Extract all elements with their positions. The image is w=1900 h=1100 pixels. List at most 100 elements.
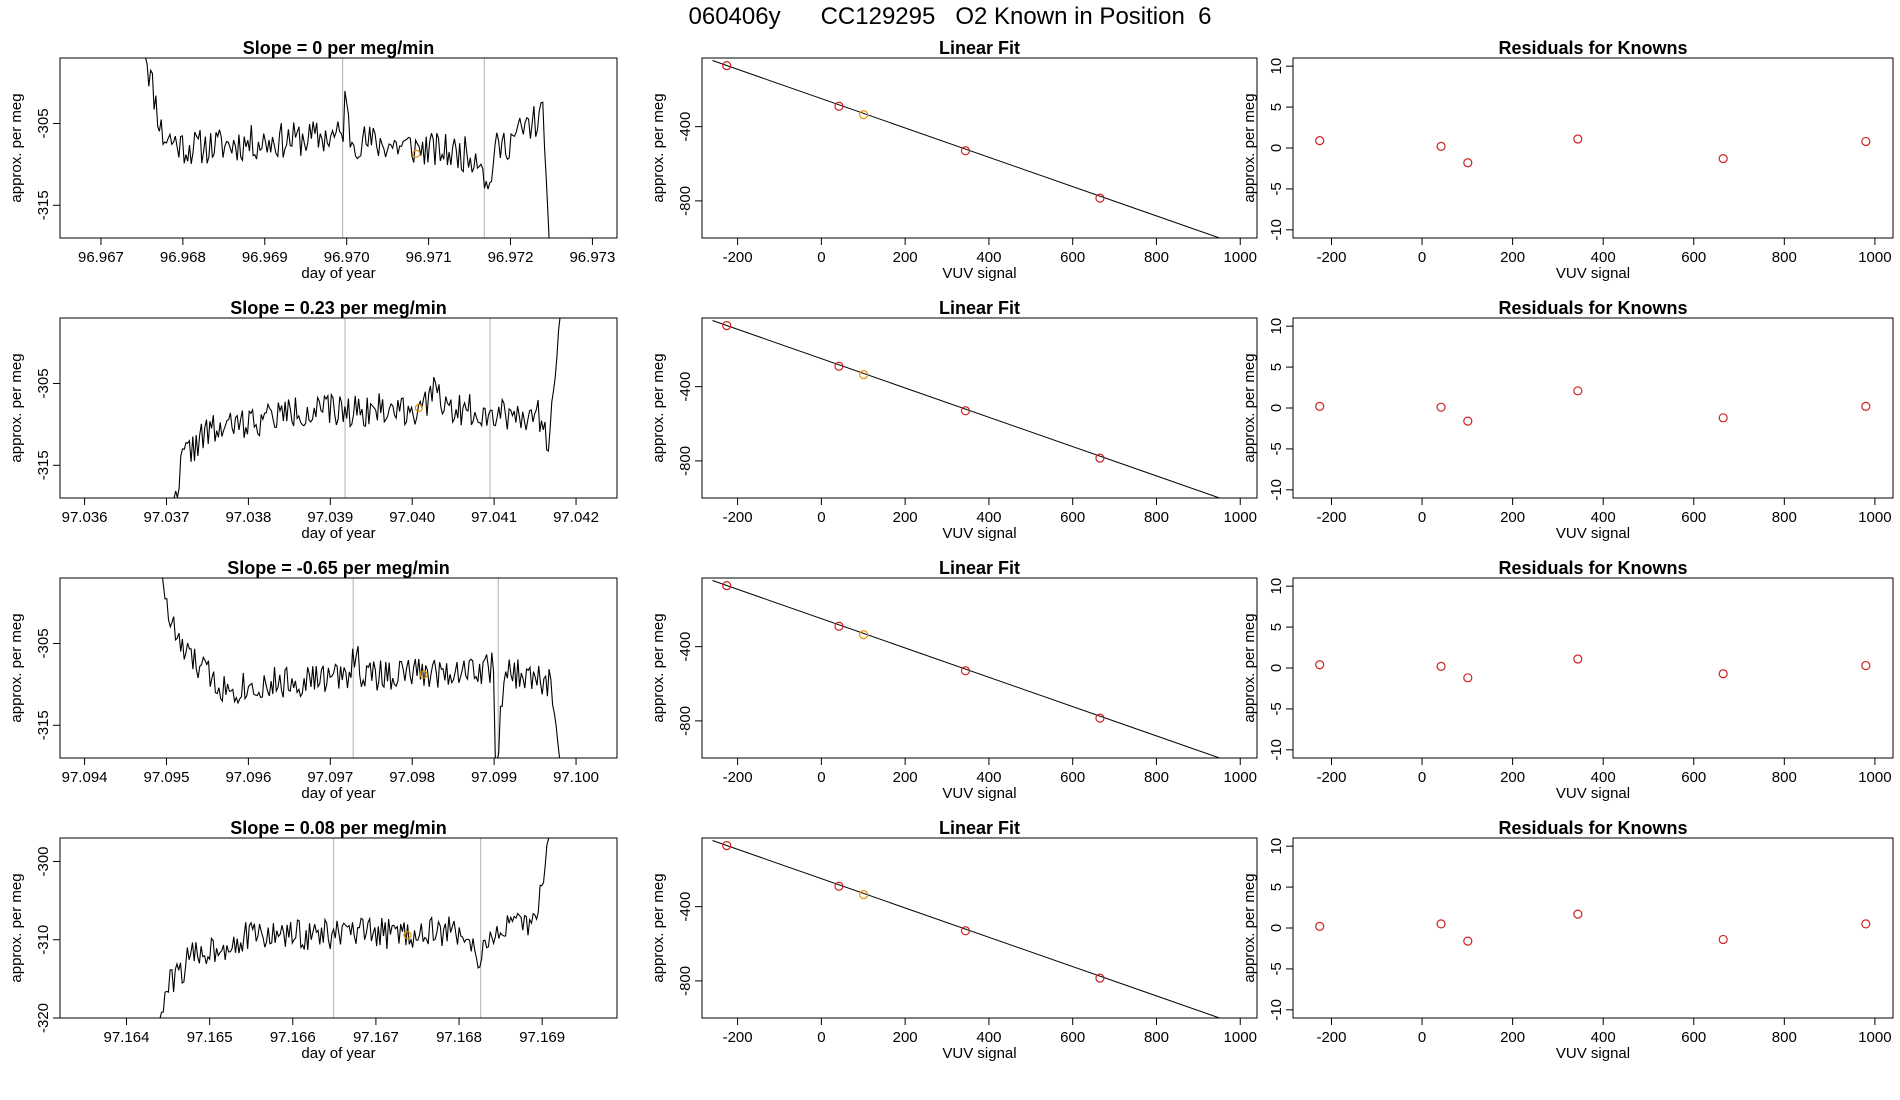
- plot-frame: [1292, 57, 1894, 239]
- plot-frame: [59, 577, 618, 759]
- residual-point: [1463, 936, 1473, 946]
- plot-area: [712, 580, 1236, 767]
- x-tick-label: 1000: [1224, 509, 1257, 526]
- y-tick-label: 5: [1268, 883, 1285, 891]
- residual-point: [1436, 141, 1446, 151]
- y-axis: -305 -315 approx. per meg: [8, 93, 60, 220]
- x-tick-label: 97.169: [519, 1029, 565, 1046]
- plot-area: [1315, 654, 1871, 683]
- plot-frame: [701, 577, 1258, 759]
- residual-point: [1718, 934, 1728, 945]
- x-tick-label: 97.039: [307, 509, 353, 526]
- plot-area: [145, 58, 550, 238]
- y-axis: -400 -800 approx. per meg: [650, 613, 702, 736]
- panel-title: Linear Fit: [939, 818, 1020, 838]
- data-trace: [145, 58, 550, 238]
- data-point: [1228, 759, 1236, 767]
- residual-point: [1463, 673, 1473, 683]
- plot-frame: [1292, 317, 1894, 499]
- y-tick-label: -800: [677, 966, 694, 996]
- y-tick-label: 5: [1268, 363, 1285, 371]
- residual-point: [1315, 401, 1325, 411]
- data-point: [1228, 499, 1236, 507]
- plot-area: [712, 320, 1236, 507]
- x-axis-label: VUV signal: [942, 265, 1016, 282]
- residual-point: [1718, 154, 1728, 164]
- data-point: [834, 361, 844, 371]
- x-tick-label: 97.037: [144, 509, 190, 526]
- x-tick-label: 800: [1144, 769, 1169, 786]
- y-axis: 10 5 0 -5 -10 approx. per meg: [1241, 318, 1293, 501]
- data-point: [834, 101, 844, 111]
- x-tick-label: 800: [1144, 1029, 1169, 1046]
- x-tick-label: 96.968: [160, 249, 206, 266]
- y-tick-label: -10: [1268, 479, 1285, 501]
- y-axis-label: approx. per meg: [650, 873, 667, 982]
- plot-frame: [59, 57, 618, 239]
- x-tick-label: 96.970: [324, 249, 370, 266]
- x-tick-label: 400: [1591, 509, 1616, 526]
- data-point: [960, 406, 971, 416]
- x-tick-label: 600: [1060, 249, 1085, 266]
- residual-point: [1315, 136, 1325, 146]
- y-axis: 10 5 0 -5 -10 approx. per meg: [1241, 578, 1293, 761]
- plot-area: [712, 840, 1222, 1018]
- fit-line: [712, 840, 1222, 1018]
- x-tick-label: 0: [817, 509, 825, 526]
- x-tick-label: 97.164: [104, 1029, 150, 1046]
- y-tick-label: -315: [35, 450, 52, 480]
- y-tick-label: 0: [1268, 404, 1285, 412]
- panel-title: Slope = 0.08 per meg/min: [230, 818, 447, 838]
- panel-title: Residuals for Knowns: [1498, 558, 1687, 578]
- x-tick-label: 1000: [1224, 249, 1257, 266]
- x-tick-label: 400: [1591, 1029, 1616, 1046]
- data-point: [1095, 193, 1105, 203]
- residual-point: [1315, 921, 1325, 931]
- y-axis: 10 5 0 -5 -10 approx. per meg: [1241, 58, 1293, 241]
- x-tick-label: -200: [1316, 769, 1346, 786]
- plot-frame: [701, 317, 1258, 499]
- y-tick-label: -315: [35, 190, 52, 220]
- x-tick-label: 200: [1500, 249, 1525, 266]
- x-tick-label: 97.097: [307, 769, 353, 786]
- x-tick-label: 200: [1500, 769, 1525, 786]
- known-marker: [403, 930, 412, 940]
- y-axis: -400 -800 approx. per meg: [650, 353, 702, 476]
- y-tick-label: 5: [1268, 103, 1285, 111]
- x-tick-label: -200: [1316, 249, 1346, 266]
- y-axis-label: approx. per meg: [1241, 353, 1258, 462]
- residual-point: [1718, 413, 1728, 423]
- x-axis: 97.036 97.037 97.038 97.039 97.040 97.041 97.0…: [62, 498, 599, 542]
- data-point: [960, 926, 971, 936]
- data-point: [1095, 453, 1105, 463]
- x-tick-label: 800: [1772, 249, 1797, 266]
- residual-point: [1861, 660, 1871, 671]
- panel-residuals-1: Residuals for Knowns-200 0 200 400 600 800 100…: [1241, 298, 1894, 542]
- data-point: [722, 61, 732, 71]
- panel-title: Linear Fit: [939, 298, 1020, 318]
- x-tick-label: 97.096: [225, 769, 271, 786]
- x-tick-label: 200: [893, 509, 918, 526]
- x-axis-label: VUV signal: [942, 1045, 1016, 1062]
- x-tick-label: 96.973: [569, 249, 615, 266]
- x-tick-label: 0: [1418, 769, 1426, 786]
- fit-line: [712, 60, 1222, 238]
- y-axis-label: approx. per meg: [650, 613, 667, 722]
- y-axis: -400 -800 approx. per meg: [650, 873, 702, 996]
- data-point: [722, 321, 732, 331]
- x-tick-label: 97.100: [553, 769, 599, 786]
- data-point: [834, 881, 844, 891]
- residual-point: [1573, 654, 1583, 664]
- x-tick-label: -200: [723, 1029, 753, 1046]
- y-axis-label: approx. per meg: [650, 353, 667, 462]
- x-tick-label: 1000: [1858, 1029, 1891, 1046]
- panel-title: Residuals for Knowns: [1498, 818, 1687, 838]
- y-tick-label: -10: [1268, 999, 1285, 1021]
- y-tick-label: -305: [35, 628, 52, 658]
- residual-point: [1861, 401, 1871, 411]
- y-tick-label: 10: [1268, 578, 1285, 595]
- panel-residuals-3: Residuals for Knowns-200 0 200 400 600 800 100…: [1241, 818, 1894, 1062]
- y-tick-label: -305: [35, 108, 52, 138]
- data-trace: [173, 318, 561, 498]
